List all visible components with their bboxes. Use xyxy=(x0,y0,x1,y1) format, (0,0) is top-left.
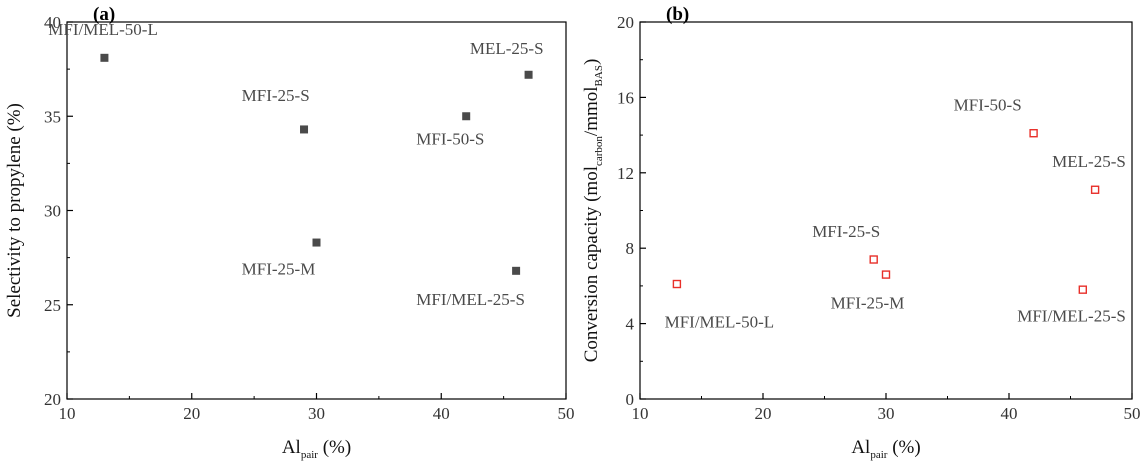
panel-b-scatter-chart: 10 20 30 40 50 0 4 8 12 16 20 (b) Alpair (%) Conversi… xyxy=(581,4,1141,461)
panel-a-plot-frame xyxy=(66,21,567,400)
panel-a-y-tick-label: 40 xyxy=(44,13,61,32)
panel-b-x-tick-label: 50 xyxy=(1124,404,1141,423)
panel-a-data-point xyxy=(524,70,533,79)
panel-b-x-axis-label: Alpair (%) xyxy=(851,437,920,461)
panel-b-data-point xyxy=(881,270,891,279)
panel-b-point-label: MEL-25-S xyxy=(1052,152,1126,171)
panel-b-point-label: MFI/MEL-25-S xyxy=(1017,307,1126,326)
panel-a-panel-label: (a) xyxy=(93,4,115,25)
panel-b-point-label: MFI-25-S xyxy=(812,222,880,241)
panel-b-data-point xyxy=(869,255,878,264)
panel-b-data-point xyxy=(1090,185,1100,194)
panel-b-plot-frame xyxy=(639,21,1133,400)
panel-b-point-label: MFI-25-M xyxy=(831,294,905,313)
panel-b-point-label: MFI/MEL-50-L xyxy=(665,312,775,331)
panel-a-y-axis-label: Selectivity to propylene (%) xyxy=(4,103,25,318)
panel-b-data-point xyxy=(672,279,682,289)
panel-a-x-tick-label: 20 xyxy=(183,404,200,423)
panel-b-y-tick-label: 20 xyxy=(617,13,634,32)
panel-a-point-label: MFI/MEL-25-S xyxy=(416,290,525,309)
panel-b-panel-label: (b) xyxy=(666,4,689,25)
panel-b-y-tick-label: 12 xyxy=(617,164,634,183)
panel-a-point-label: MFI-50-S xyxy=(416,130,484,149)
panel-a-data-point xyxy=(100,53,109,62)
panel-a-y-tick-label: 25 xyxy=(44,296,61,315)
panel-a-point-label: MFI-25-M xyxy=(242,260,316,279)
panel-a-point-label: MFI-25-S xyxy=(242,86,310,105)
panel-b-data-point xyxy=(1078,285,1088,294)
panel-a-y-tick-label: 20 xyxy=(44,390,61,409)
panel-a-y-tick-label: 30 xyxy=(44,202,61,221)
panel-a-data-point xyxy=(462,112,471,121)
panel-b-y-axis-label: Conversion capacity (molcarbon/mmolBAS) xyxy=(581,59,605,363)
panel-b-point-label: MFI-50-S xyxy=(954,96,1022,115)
panel-b-y-tick-label: 0 xyxy=(626,390,635,409)
panel-b-data-point xyxy=(1029,129,1038,138)
panel-a-y-tick-label: 35 xyxy=(44,107,61,126)
panel-b-x-tick-label: 10 xyxy=(632,404,649,423)
panel-a-point-label: MFI/MEL-50-L xyxy=(48,20,158,39)
panel-a-data-point xyxy=(512,266,521,275)
panel-b-y-tick-label: 4 xyxy=(626,315,635,334)
panel-a-x-tick-label: 10 xyxy=(59,404,76,423)
panel-a-point-label: MEL-25-S xyxy=(470,39,544,58)
panel-a-data-point xyxy=(312,238,321,247)
panel-b-x-tick-label: 20 xyxy=(755,404,772,423)
panel-a-x-axis-label: Alpair (%) xyxy=(282,437,351,461)
panel-a-x-tick-label: 30 xyxy=(308,404,325,423)
panel-b-x-tick-label: 30 xyxy=(878,404,895,423)
panel-b-y-tick-label: 8 xyxy=(626,239,635,258)
panel-a-x-tick-label: 40 xyxy=(433,404,450,423)
panel-a-data-point xyxy=(300,125,309,134)
panel-b-x-tick-label: 40 xyxy=(1001,404,1018,423)
panel-b-y-tick-label: 16 xyxy=(617,88,634,107)
panel-a-x-tick-label: 50 xyxy=(558,404,575,423)
